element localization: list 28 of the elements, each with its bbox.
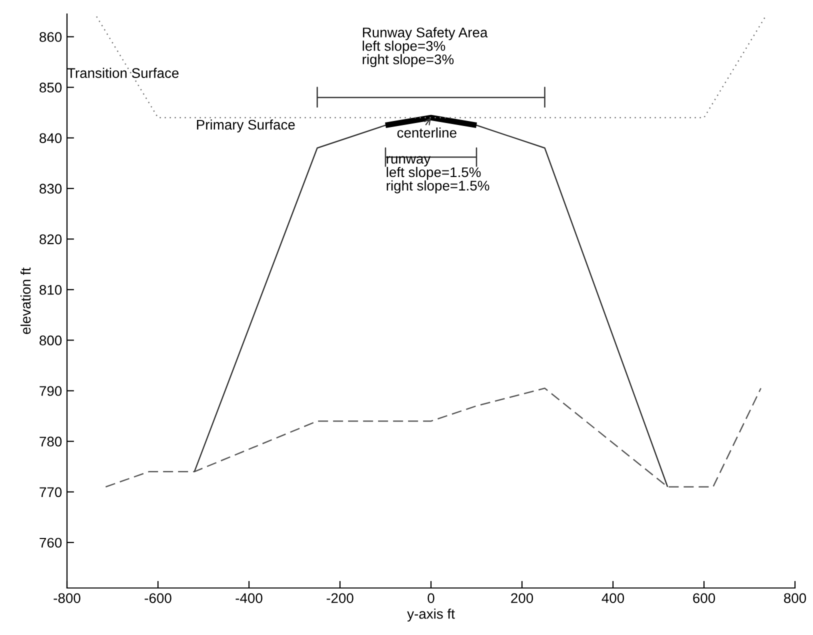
y-tick-label: 830 <box>40 184 62 194</box>
annotation: runway left slope=1.5% right slope=1.5% <box>386 156 490 194</box>
y-tick-label: 860 <box>40 32 62 42</box>
x-tick-label: 600 <box>693 593 716 604</box>
y-tick-label: 770 <box>40 487 62 498</box>
y-tick-label: 820 <box>40 234 62 244</box>
y-tick-label: 800 <box>40 336 62 346</box>
y-tick-label: 840 <box>40 133 62 144</box>
y-tick-label: 760 <box>40 538 62 548</box>
y-axis-title: elevation ft <box>20 268 31 334</box>
x-tick-label: -200 <box>326 593 354 604</box>
x-tick-label: -600 <box>144 593 172 604</box>
x-tick-label: -800 <box>54 593 80 604</box>
annotation: Primary Surface <box>196 119 295 132</box>
line-series <box>105 388 762 488</box>
y-tick-label: 790 <box>40 386 62 396</box>
y-tick-label: 810 <box>40 284 62 295</box>
y-tick-label: 850 <box>40 82 62 92</box>
x-tick-label: 200 <box>511 593 534 604</box>
annotation: centerline <box>397 127 456 138</box>
annotation: Runway Safety Area left slope=3% right slope=3% <box>362 27 488 68</box>
annotation: Transition Surface <box>67 68 179 78</box>
x-axis-title: y-axis ft <box>407 608 455 622</box>
x-tick-label: 400 <box>602 593 624 604</box>
x-tick-label: -400 <box>236 593 262 604</box>
y-tick-label: 780 <box>40 436 62 447</box>
x-tick-label: 800 <box>784 593 806 604</box>
x-tick-label: 0 <box>428 593 434 604</box>
